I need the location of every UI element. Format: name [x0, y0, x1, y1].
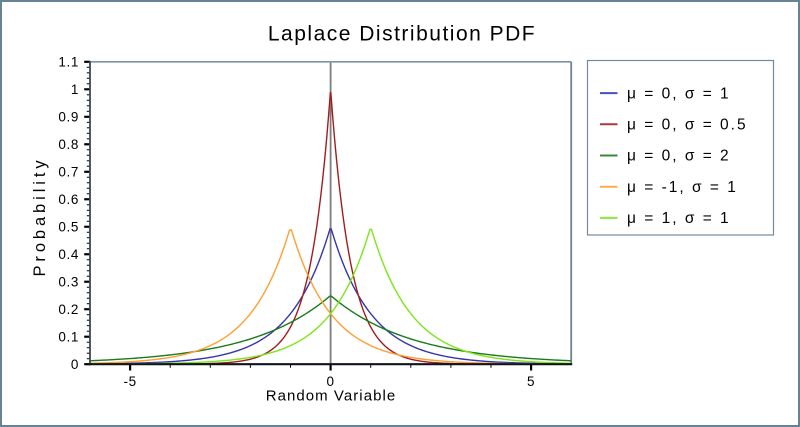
svg-text:0.5: 0.5 — [58, 219, 79, 234]
svg-text:0: 0 — [71, 357, 79, 372]
svg-text:μ = 0, σ = 1: μ = 0, σ = 1 — [627, 85, 731, 102]
svg-text:μ = 0, σ = 0.5: μ = 0, σ = 0.5 — [627, 117, 748, 134]
svg-text:-5: -5 — [123, 374, 136, 389]
svg-text:1: 1 — [71, 82, 79, 97]
svg-text:0: 0 — [327, 374, 335, 389]
svg-text:μ = 1, σ = 1: μ = 1, σ = 1 — [627, 210, 731, 227]
svg-text:Random Variable: Random Variable — [266, 388, 397, 405]
svg-text:0.7: 0.7 — [58, 164, 79, 179]
svg-text:0.6: 0.6 — [58, 192, 79, 207]
svg-text:μ = -1, σ = 1: μ = -1, σ = 1 — [627, 179, 738, 196]
svg-text:0.3: 0.3 — [58, 274, 79, 289]
svg-text:Laplace Distribution PDF: Laplace Distribution PDF — [268, 23, 536, 46]
svg-text:0.1: 0.1 — [58, 329, 79, 344]
svg-text:0.8: 0.8 — [58, 137, 79, 152]
svg-text:1.1: 1.1 — [58, 54, 79, 69]
svg-text:μ = 0, σ = 2: μ = 0, σ = 2 — [627, 148, 731, 165]
svg-text:5: 5 — [527, 374, 535, 389]
svg-text:0.4: 0.4 — [58, 247, 79, 262]
svg-text:Probability: Probability — [31, 157, 49, 277]
svg-text:0.2: 0.2 — [58, 302, 79, 317]
svg-text:0.9: 0.9 — [58, 109, 79, 124]
